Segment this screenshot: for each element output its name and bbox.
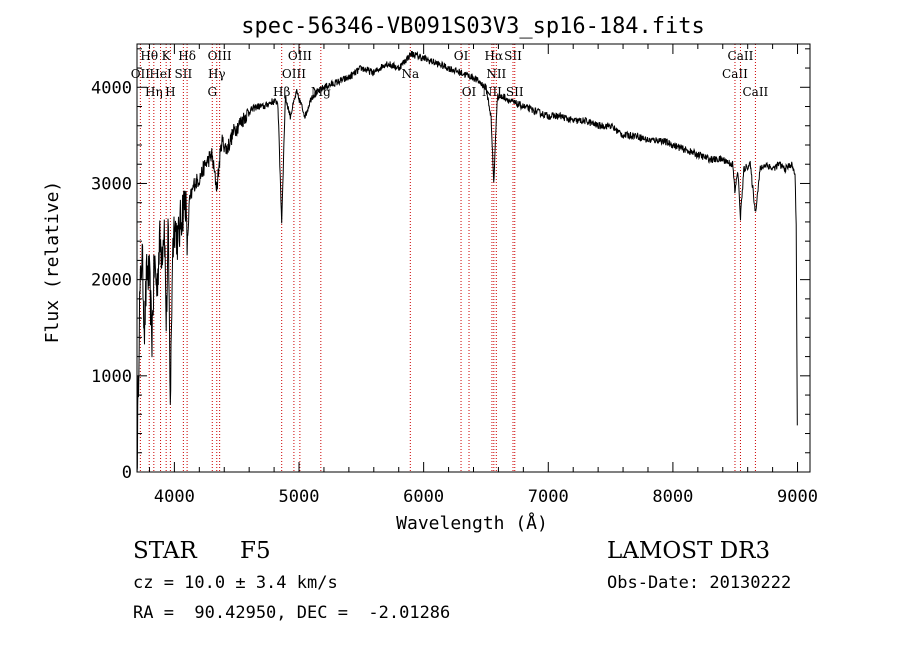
line-marker-label-4: K <box>162 49 172 63</box>
y-tick-label-4: 4000 <box>91 78 132 98</box>
x-tick-label-4: 8000 <box>652 487 693 507</box>
x-tick-label-0: 4000 <box>154 487 195 507</box>
coordinates: RA = 90.42950, DEC = -2.01286 <box>133 603 451 623</box>
x-tick-label-1: 5000 <box>279 487 320 507</box>
chart-title: spec-56346-VB091S03V3_sp16-184.fits <box>241 14 705 39</box>
line-marker-label-11: Hβ <box>273 85 290 99</box>
line-marker-label-25: CaII <box>742 85 768 99</box>
line-marker-label-20: NII <box>486 67 506 81</box>
x-axis-label: Wavelength (Å) <box>396 512 548 534</box>
survey-name: LAMOST DR3 <box>607 538 771 564</box>
y-tick-label-3: 3000 <box>91 174 132 194</box>
line-marker-label-9: Hγ <box>208 67 226 81</box>
line-marker-label-22: SII <box>506 85 524 99</box>
plot-frame <box>136 43 811 473</box>
line-marker-label-19: Hα <box>485 49 504 63</box>
line-marker-label-0: Hθ <box>140 49 158 63</box>
line-marker-label-17: OI <box>462 85 477 99</box>
line-marker-label-15: Na <box>401 67 419 81</box>
spectrum-line <box>136 50 798 473</box>
line-marker-label-21: SII <box>504 49 522 63</box>
x-tick-label-3: 7000 <box>528 487 569 507</box>
x-tick-label-2: 6000 <box>403 487 444 507</box>
line-marker-label-16: OI <box>454 49 469 63</box>
line-marker-label-13: OIII <box>288 49 312 63</box>
y-tick-label-1: 1000 <box>91 367 132 387</box>
line-marker-label-6: SII <box>175 67 193 81</box>
axis-tick-layer: 4000 5000 6000 7000 8000 9000 0 1000 2000 3000 400… <box>91 44 818 507</box>
line-marker-label-2: Hη <box>145 85 163 99</box>
line-marker-label-7: Hδ <box>178 49 196 63</box>
x-tick-label-5: 9000 <box>777 487 818 507</box>
line-marker-label-23: CaII <box>722 67 748 81</box>
observation-date: Obs-Date: 20130222 <box>607 573 792 593</box>
object-class: STAR <box>133 538 197 564</box>
redshift-velocity: cz = 10.0 ± 3.4 km/s <box>133 573 338 593</box>
line-marker-label-24: CaII <box>728 49 754 63</box>
line-marker-label-5: H <box>165 85 175 99</box>
line-marker-label-8: OIII <box>208 49 232 63</box>
line-marker-label-10: G <box>207 85 217 99</box>
y-tick-label-0: 0 <box>122 463 132 483</box>
y-axis-label: Flux (relative) <box>42 181 63 344</box>
line-marker-label-3: HeI <box>149 67 172 81</box>
line-marker-label-1: OII <box>131 67 151 81</box>
object-subclass: F5 <box>240 538 271 564</box>
y-tick-label-2: 2000 <box>91 271 132 291</box>
line-marker-label-12: OIII <box>282 67 306 81</box>
